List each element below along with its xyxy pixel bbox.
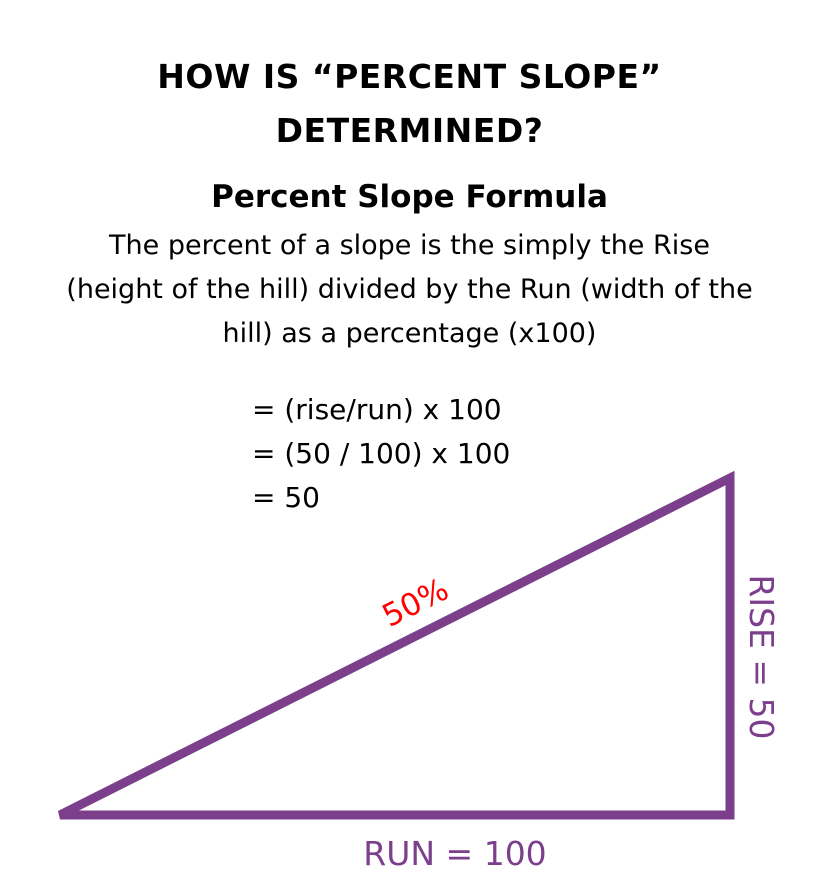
description-line-2: (height of the hill) divided by the Run … bbox=[66, 274, 753, 305]
page-title-line-1: HOW IS “PERCENT SLOPE” bbox=[157, 57, 662, 96]
description-line-3: hill) as a percentage (x100) bbox=[222, 318, 597, 349]
run-label: RUN = 100 bbox=[363, 834, 546, 873]
page-title: HOW IS “PERCENT SLOPE” DETERMINED? bbox=[0, 50, 819, 158]
page-title-line-2: DETERMINED? bbox=[275, 111, 544, 150]
formula-line-2: = (50 / 100) x 100 bbox=[252, 437, 511, 470]
description-text: The percent of a slope is the simply the… bbox=[20, 224, 799, 356]
formula-line-3: = 50 bbox=[252, 481, 320, 514]
rise-label: RISE = 50 bbox=[742, 574, 781, 739]
section-heading: Percent Slope Formula bbox=[211, 179, 608, 215]
description-line-1: The percent of a slope is the simply the… bbox=[109, 230, 710, 261]
formula-steps: = (rise/run) x 100 = (50 / 100) x 100 = … bbox=[252, 388, 510, 520]
formula-line-1: = (rise/run) x 100 bbox=[252, 393, 502, 426]
slope-triangle bbox=[57, 470, 735, 820]
